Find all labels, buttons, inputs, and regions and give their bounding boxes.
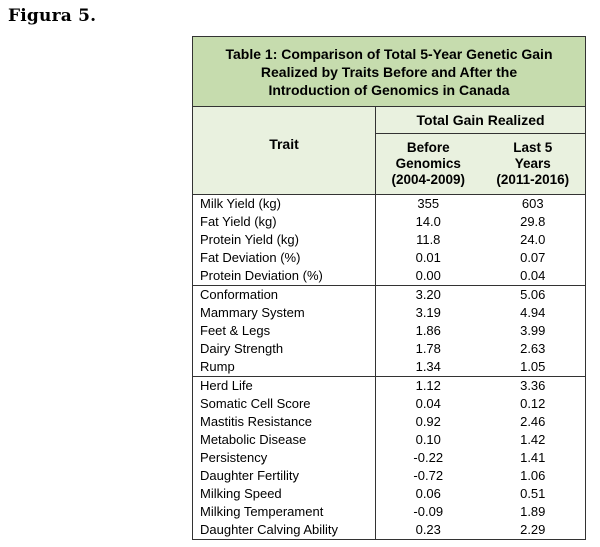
table-row: Mastitis Resistance 0.92 2.46 bbox=[193, 413, 585, 431]
table-title: Table 1: Comparison of Total 5-Year Gene… bbox=[193, 37, 585, 107]
table-row: Rump 1.34 1.05 bbox=[193, 358, 585, 376]
trait-cell: Fat Yield (kg) bbox=[193, 213, 376, 231]
trait-cell: Dairy Strength bbox=[193, 340, 376, 358]
trait-cell: Somatic Cell Score bbox=[193, 395, 376, 413]
trait-cell: Mastitis Resistance bbox=[193, 413, 376, 431]
figure-label: Figura 5. bbox=[8, 6, 97, 26]
table-row: Feet & Legs 1.86 3.99 bbox=[193, 322, 585, 340]
before-value-cell: 0.01 bbox=[415, 250, 441, 265]
before-value-cell: 0.23 bbox=[415, 522, 441, 537]
before-value-cell: 14.0 bbox=[415, 214, 441, 229]
table-row: Milk Yield (kg) 355 603 bbox=[193, 195, 585, 213]
before-value-cell: 1.34 bbox=[415, 359, 441, 374]
trait-cell: Milking Temperament bbox=[193, 503, 376, 521]
table-row: Conformation 3.20 5.06 bbox=[193, 286, 585, 304]
before-value-cell: 0.00 bbox=[415, 268, 441, 283]
header-trait: Trait bbox=[193, 107, 376, 194]
trait-cell: Fat Deviation (%) bbox=[193, 249, 376, 267]
last5-value-cell: 2.63 bbox=[520, 341, 546, 356]
trait-cell: Daughter Fertility bbox=[193, 467, 376, 485]
before-value-cell: 0.04 bbox=[415, 396, 441, 411]
last5-value-cell: 1.41 bbox=[520, 450, 546, 465]
table-row: Metabolic Disease 0.10 1.42 bbox=[193, 431, 585, 449]
header-gain-group: Total Gain Realized Before Genomics (200… bbox=[376, 107, 585, 194]
trait-cell: Protein Deviation (%) bbox=[193, 267, 376, 285]
table-row: Protein Yield (kg) 11.8 24.0 bbox=[193, 231, 585, 249]
trait-cell: Herd Life bbox=[193, 377, 376, 395]
before-value-cell: 3.19 bbox=[415, 305, 441, 320]
trait-cell: Milk Yield (kg) bbox=[193, 195, 376, 213]
table-row: Daughter Fertility -0.72 1.06 bbox=[193, 467, 585, 485]
before-value-cell: 3.20 bbox=[415, 287, 441, 302]
trait-group: Conformation 3.20 5.06 Mammary System 3.19 4.… bbox=[193, 286, 585, 377]
before-value-cell: 0.10 bbox=[415, 432, 441, 447]
table-row: Herd Life 1.12 3.36 bbox=[193, 377, 585, 395]
before-value-cell: 1.78 bbox=[415, 341, 441, 356]
header-last-5-years: Last 5 Years (2011-2016) bbox=[496, 140, 570, 187]
before-value-cell: 11.8 bbox=[416, 232, 441, 247]
trait-cell: Milking Speed bbox=[193, 485, 376, 503]
before-value-cell: -0.72 bbox=[413, 468, 444, 483]
table-header: Trait Total Gain Realized Before Genomic… bbox=[193, 107, 585, 195]
last5-value-cell: 24.0 bbox=[520, 232, 546, 247]
last5-value-cell: 1.06 bbox=[520, 468, 546, 483]
table-row: Mammary System 3.19 4.94 bbox=[193, 304, 585, 322]
last5-value-cell: 1.42 bbox=[520, 432, 546, 447]
last5-value-cell: 29.8 bbox=[520, 214, 546, 229]
trait-group: Herd Life 1.12 3.36 Somatic Cell Score 0.04 0… bbox=[193, 377, 585, 539]
before-value-cell: 1.12 bbox=[415, 378, 441, 393]
table-body: Milk Yield (kg) 355 603 Fat Yield (kg) 14.0 2… bbox=[193, 195, 585, 539]
trait-cell: Mammary System bbox=[193, 304, 376, 322]
last5-value-cell: 1.05 bbox=[520, 359, 546, 374]
before-value-cell: 0.92 bbox=[415, 414, 441, 429]
last5-value-cell: 2.29 bbox=[520, 522, 546, 537]
last5-value-cell: 0.12 bbox=[520, 396, 546, 411]
genetic-gain-table: Table 1: Comparison of Total 5-Year Gene… bbox=[192, 36, 586, 540]
last5-value-cell: 5.06 bbox=[520, 287, 546, 302]
before-value-cell: 0.06 bbox=[415, 486, 441, 501]
trait-cell: Conformation bbox=[193, 286, 376, 304]
last5-value-cell: 0.07 bbox=[520, 250, 546, 265]
table-row: Fat Deviation (%) 0.01 0.07 bbox=[193, 249, 585, 267]
before-value-cell: -0.22 bbox=[413, 450, 444, 465]
table-row: Fat Yield (kg) 14.0 29.8 bbox=[193, 213, 585, 231]
last5-value-cell: 4.94 bbox=[520, 305, 546, 320]
trait-cell: Protein Yield (kg) bbox=[193, 231, 376, 249]
table-row: Daughter Calving Ability 0.23 2.29 bbox=[193, 521, 585, 539]
last5-value-cell: 603 bbox=[521, 196, 544, 211]
header-before-genomics: Before Genomics (2004-2009) bbox=[391, 140, 466, 187]
trait-cell: Daughter Calving Ability bbox=[193, 521, 376, 539]
trait-cell: Persistency bbox=[193, 449, 376, 467]
before-value-cell: 1.86 bbox=[415, 323, 441, 338]
table-row: Protein Deviation (%) 0.00 0.04 bbox=[193, 267, 585, 285]
last5-value-cell: 3.36 bbox=[520, 378, 546, 393]
table-row: Somatic Cell Score 0.04 0.12 bbox=[193, 395, 585, 413]
last5-value-cell: 2.46 bbox=[520, 414, 546, 429]
table-row: Milking Temperament -0.09 1.89 bbox=[193, 503, 585, 521]
trait-cell: Rump bbox=[193, 358, 376, 376]
before-value-cell: 355 bbox=[417, 196, 440, 211]
last5-value-cell: 1.89 bbox=[520, 504, 546, 519]
last5-value-cell: 0.04 bbox=[520, 268, 546, 283]
header-total-gain: Total Gain Realized bbox=[376, 107, 585, 134]
table-row: Persistency -0.22 1.41 bbox=[193, 449, 585, 467]
last5-value-cell: 0.51 bbox=[520, 486, 546, 501]
table-row: Dairy Strength 1.78 2.63 bbox=[193, 340, 585, 358]
table-row: Milking Speed 0.06 0.51 bbox=[193, 485, 585, 503]
trait-group: Milk Yield (kg) 355 603 Fat Yield (kg) 14.0 2… bbox=[193, 195, 585, 286]
header-subcolumns: Before Genomics (2004-2009) Last 5 Years… bbox=[376, 134, 585, 194]
trait-cell: Metabolic Disease bbox=[193, 431, 376, 449]
before-value-cell: -0.09 bbox=[413, 504, 444, 519]
last5-value-cell: 3.99 bbox=[520, 323, 546, 338]
trait-cell: Feet & Legs bbox=[193, 322, 376, 340]
